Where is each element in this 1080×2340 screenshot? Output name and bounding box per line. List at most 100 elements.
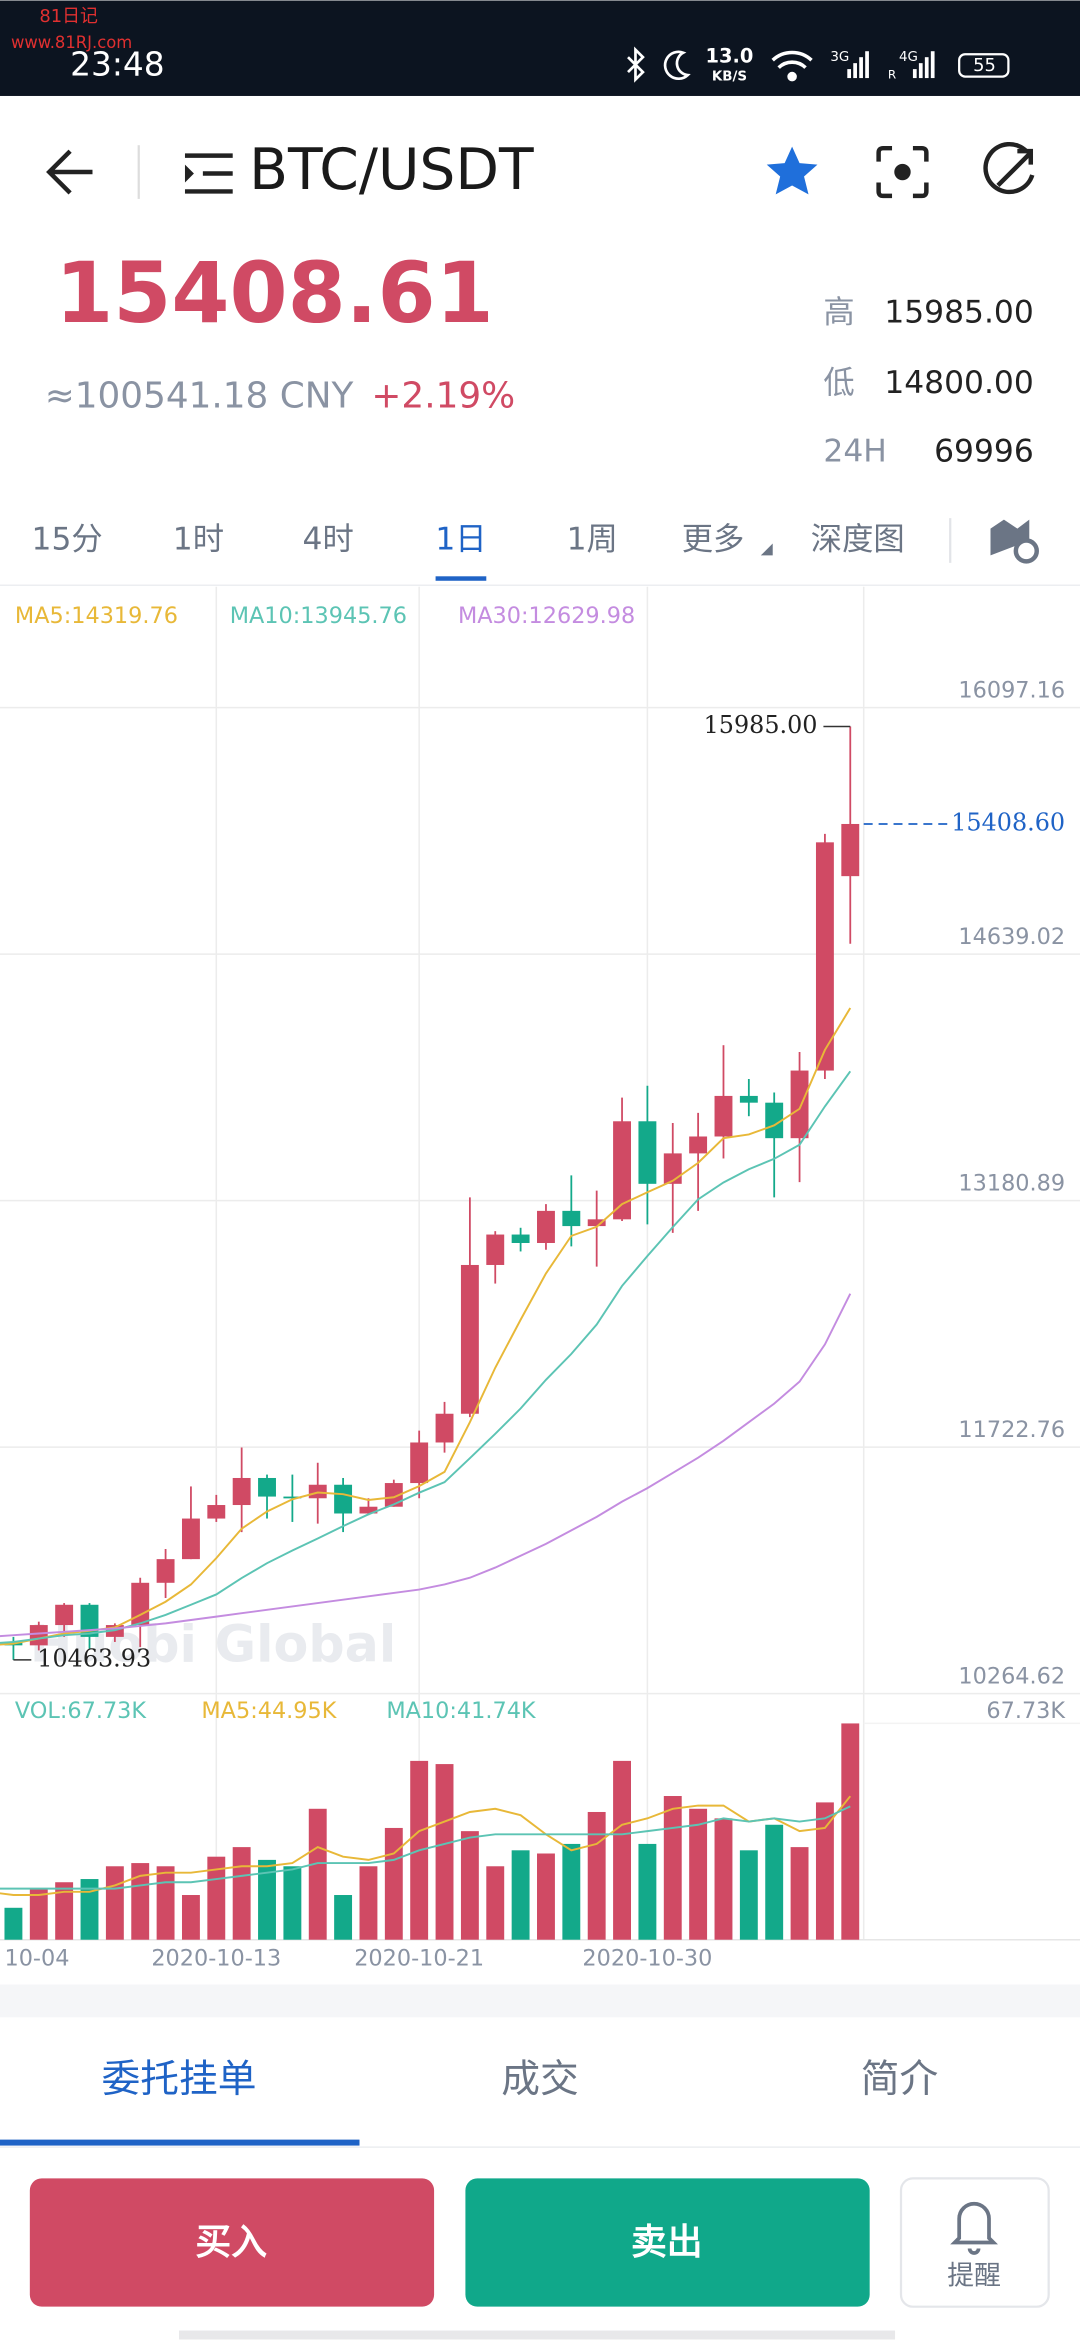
candle-body [29, 1625, 48, 1646]
wifi-icon [771, 50, 813, 82]
sell-button[interactable] [465, 2178, 870, 2307]
x-tick-label: 2020-10-30 [582, 1946, 712, 1972]
volume-bar [105, 1866, 124, 1940]
volume-bar [55, 1882, 74, 1940]
last-price: 15408.61 [55, 244, 494, 342]
candle-body [638, 1121, 657, 1184]
remind-label: 提醒 [947, 2260, 1001, 2291]
candle-body [739, 1095, 758, 1103]
sim1-type: 3G [830, 50, 849, 65]
volume-bar [80, 1879, 99, 1940]
pair-title: BTC/USDT [249, 137, 534, 203]
spacer [0, 1984, 1080, 2018]
candle-body [181, 1518, 200, 1560]
y-tick-label: 16097.16 [958, 678, 1065, 704]
interval-tab[interactable]: 深度图 [811, 521, 905, 557]
volume-bar [334, 1895, 353, 1940]
candle-body [460, 1264, 479, 1414]
scan-button[interactable] [876, 145, 929, 199]
site-watermark: 81日记 [39, 6, 98, 27]
sim2-signal [912, 51, 935, 79]
candle-body [384, 1483, 403, 1507]
volume-ma-legend: MA5:44.95K [201, 1698, 337, 1724]
candle-body [562, 1210, 581, 1227]
ma-line [0, 1293, 852, 1638]
volume-bar [587, 1811, 606, 1940]
y-tick-label: 11722.76 [958, 1417, 1065, 1443]
volume-ma-line [0, 1805, 851, 1890]
volume-bar [765, 1824, 784, 1940]
buy-label: 买入 [195, 2222, 267, 2263]
candle-body [334, 1484, 353, 1514]
active-tab-underline [0, 2139, 360, 2146]
home-indicator [179, 2330, 896, 2340]
ma-line [0, 1007, 852, 1646]
favorite-button[interactable] [766, 146, 818, 195]
volume-bar [790, 1847, 809, 1940]
volume-bar [486, 1866, 505, 1940]
interval-tab[interactable]: 1周 [567, 521, 618, 557]
interval-tab[interactable]: 1时 [173, 521, 224, 557]
volume-bar [258, 1859, 276, 1940]
ma-legend: MA5:14319.76 [15, 603, 178, 629]
candle-body [613, 1121, 631, 1220]
candle-body [410, 1442, 429, 1484]
y-tick-label: 14639.02 [958, 924, 1065, 950]
candle-body [663, 1153, 682, 1184]
x-tick-label: 10-04 [4, 1946, 69, 1972]
volume-bar [384, 1827, 403, 1940]
net-unit: KB/S [712, 70, 747, 85]
volume-bar [435, 1764, 454, 1940]
chart-settings-button[interactable] [990, 519, 1039, 564]
cny-price: ≈100541.18 CNY [45, 375, 354, 416]
current-price-label: 15408.60 [951, 808, 1065, 836]
volume-ma-line [0, 1795, 852, 1896]
interval-tab[interactable]: 4时 [303, 521, 354, 557]
sim2-type: 4G [899, 50, 918, 65]
candle-body [55, 1604, 74, 1626]
interval-tab[interactable]: 更多 [682, 521, 745, 557]
stat-label: 低 [823, 365, 854, 401]
back-button[interactable] [46, 149, 93, 195]
candle-body [587, 1219, 606, 1227]
candle-body [537, 1210, 555, 1243]
candle-body [765, 1102, 784, 1139]
volume-bar [207, 1856, 226, 1940]
stat-label: 24H [823, 433, 886, 469]
menu-button[interactable] [184, 153, 233, 194]
ma-legend: MA30:12629.98 [458, 603, 635, 629]
volume-bar [131, 1863, 150, 1940]
volume-bar [638, 1843, 657, 1940]
x-tick-label: 2020-10-13 [151, 1946, 281, 1972]
sim2-roaming: R [888, 68, 896, 82]
sim1-signal [847, 51, 869, 79]
stat-value: 15985.00 [884, 295, 1033, 331]
stat-value: 14800.00 [884, 365, 1033, 401]
bottom-tab[interactable]: 委托挂单 [101, 2057, 256, 2102]
volume-bar [815, 1802, 834, 1940]
active-interval-underline [435, 576, 487, 581]
x-tick-label: 2020-10-21 [354, 1946, 484, 1972]
volume-legend: VOL:67.73K [15, 1698, 148, 1724]
candle-body [815, 842, 834, 1071]
candle-body [435, 1413, 454, 1443]
volume-bar [663, 1796, 682, 1940]
volume-bar [283, 1866, 302, 1940]
candle-body [511, 1234, 530, 1243]
status-bar [0, 0, 1080, 96]
interval-tab[interactable]: 1日 [435, 521, 486, 557]
candle-body [156, 1559, 175, 1583]
candle-body [790, 1070, 809, 1139]
interval-tab[interactable]: 15分 [32, 521, 103, 557]
volume-bar [689, 1808, 708, 1940]
dnd-icon [663, 50, 691, 81]
ma-line [0, 1070, 852, 1644]
buy-button[interactable] [29, 2178, 435, 2307]
bottom-tab[interactable]: 成交 [501, 2057, 579, 2102]
share-button[interactable] [983, 141, 1035, 195]
price-change: +2.19% [371, 375, 515, 416]
stat-label: 高 [823, 295, 854, 331]
bottom-tab[interactable]: 简介 [861, 2057, 939, 2102]
volume-bar [232, 1847, 251, 1940]
